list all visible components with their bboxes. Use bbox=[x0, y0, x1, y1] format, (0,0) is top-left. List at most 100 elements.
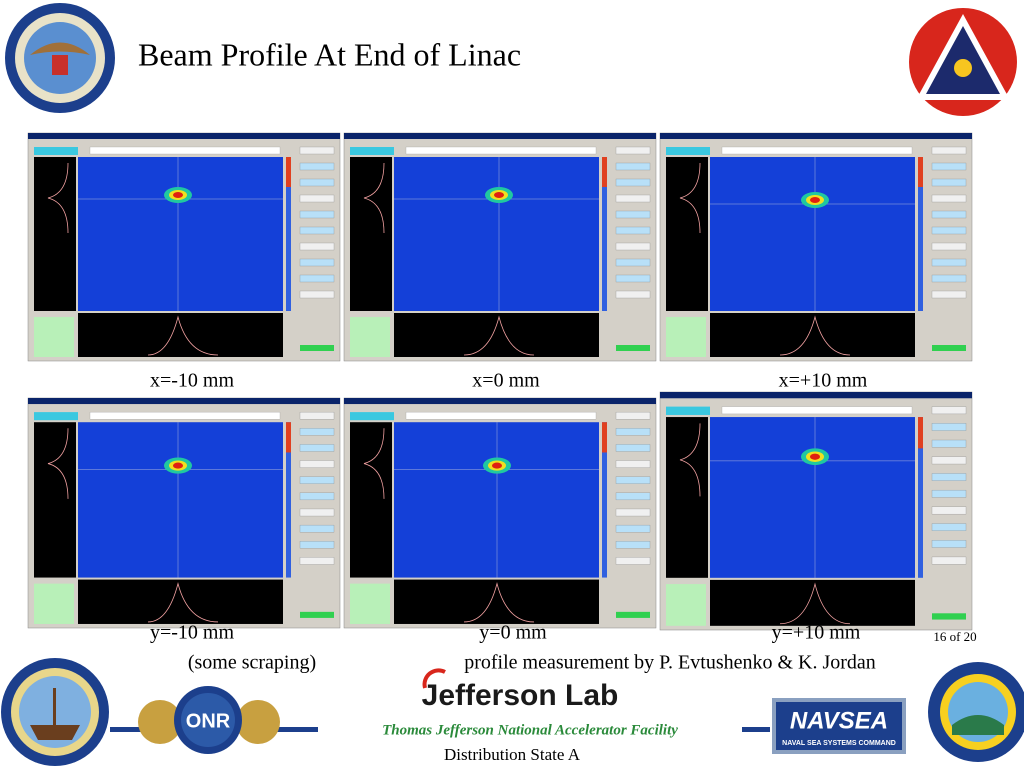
image bbox=[710, 157, 915, 311]
image bbox=[394, 422, 599, 578]
side-profile bbox=[666, 157, 708, 311]
control bbox=[299, 274, 335, 283]
path-box bbox=[405, 411, 597, 420]
dod-seal bbox=[5, 3, 115, 113]
control bbox=[615, 290, 651, 299]
control bbox=[615, 242, 651, 251]
control bbox=[615, 476, 651, 484]
control bbox=[931, 456, 967, 465]
control bbox=[615, 444, 651, 452]
control bbox=[931, 489, 967, 498]
colorbar bbox=[602, 157, 607, 311]
control bbox=[931, 540, 967, 548]
navsea-text: NAVSEA bbox=[790, 707, 888, 734]
button bbox=[300, 345, 334, 351]
facility: Thomas Jefferson National Accelerator Fa… bbox=[382, 722, 678, 738]
control bbox=[931, 162, 967, 171]
control bbox=[615, 210, 651, 219]
control bbox=[931, 290, 967, 299]
control bbox=[299, 524, 335, 533]
control bbox=[931, 242, 967, 251]
colorbar bbox=[286, 422, 291, 578]
title-bar bbox=[344, 133, 656, 139]
caption: x=-10 mm bbox=[150, 370, 234, 392]
bottom-curve bbox=[147, 315, 219, 356]
caption: y=+10 mm bbox=[772, 622, 861, 644]
stats bbox=[666, 317, 706, 357]
screenshot bbox=[27, 397, 341, 629]
stats bbox=[34, 317, 74, 357]
control bbox=[299, 258, 335, 267]
path-box bbox=[89, 146, 281, 155]
control bbox=[931, 274, 967, 283]
control bbox=[931, 423, 967, 431]
path-box bbox=[89, 411, 281, 420]
side-curve bbox=[363, 428, 385, 499]
control bbox=[299, 444, 335, 452]
control bbox=[299, 226, 335, 235]
control bbox=[299, 210, 335, 219]
toolbar bbox=[350, 147, 394, 155]
bottom-curve bbox=[147, 582, 219, 623]
note: (some scraping) bbox=[188, 652, 316, 674]
control bbox=[615, 162, 651, 171]
side-curve bbox=[679, 162, 701, 234]
control bbox=[931, 523, 967, 531]
control bbox=[615, 258, 651, 267]
button bbox=[932, 345, 966, 351]
colorbar bbox=[286, 157, 291, 311]
control bbox=[615, 492, 651, 501]
control bbox=[299, 557, 335, 565]
control bbox=[615, 274, 651, 283]
side-profile bbox=[666, 417, 708, 578]
image bbox=[78, 157, 283, 311]
colorbar-top bbox=[918, 417, 923, 449]
title: Beam Profile At End of Linac bbox=[138, 36, 521, 72]
control bbox=[931, 178, 967, 187]
toolbar bbox=[350, 412, 394, 421]
bottom-profile bbox=[710, 579, 915, 626]
bottom-curve bbox=[463, 315, 535, 356]
side-profile bbox=[34, 422, 76, 578]
control bbox=[615, 178, 651, 187]
button bbox=[300, 611, 334, 618]
jlab-text: Jefferson Lab bbox=[422, 679, 619, 712]
control bbox=[615, 460, 651, 468]
bottom-profile bbox=[710, 313, 915, 357]
toolbar bbox=[666, 406, 710, 415]
control bbox=[299, 460, 335, 468]
screenshot bbox=[343, 132, 657, 362]
page-number: 16 of 20 bbox=[933, 629, 976, 644]
bottom-curve bbox=[779, 315, 851, 356]
control bbox=[931, 146, 967, 155]
control bbox=[299, 541, 335, 549]
control bbox=[615, 557, 651, 565]
control bbox=[931, 506, 967, 515]
control bbox=[299, 476, 335, 484]
side-curve bbox=[47, 428, 69, 499]
colorbar bbox=[918, 417, 923, 578]
control bbox=[299, 146, 335, 155]
beam-core bbox=[173, 462, 183, 469]
control bbox=[931, 226, 967, 235]
caption: y=0 mm bbox=[479, 622, 547, 644]
bottom-profile bbox=[394, 313, 599, 357]
toolbar bbox=[34, 412, 78, 421]
control bbox=[615, 411, 651, 420]
jlab-logo: Jefferson Lab bbox=[422, 668, 619, 712]
screenshot bbox=[659, 132, 973, 362]
control bbox=[299, 508, 335, 517]
control bbox=[615, 428, 651, 436]
stats bbox=[34, 583, 74, 624]
toolbar bbox=[34, 147, 78, 155]
control bbox=[615, 508, 651, 517]
colorbar-top bbox=[602, 422, 607, 453]
control bbox=[615, 226, 651, 235]
control bbox=[931, 406, 967, 415]
title-bar bbox=[660, 392, 972, 399]
colorbar-top bbox=[602, 157, 607, 187]
image bbox=[394, 157, 599, 311]
button bbox=[932, 613, 966, 620]
